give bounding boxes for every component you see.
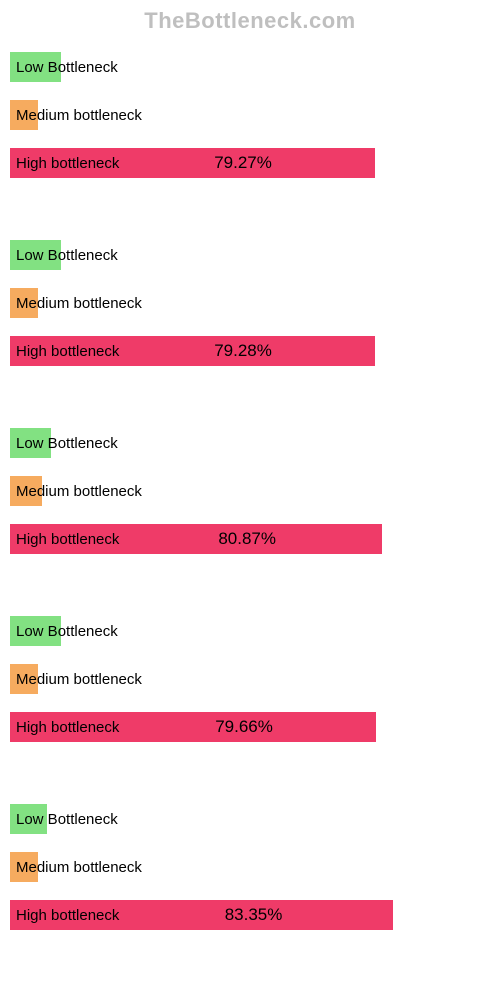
bar-label-medium: Medium bottleneck (16, 483, 142, 500)
chart-group: Low Bottleneck Medium bottleneck High bott… (10, 612, 490, 800)
bar-row-medium: Medium bottleneck (10, 848, 490, 886)
bar-row-medium: Medium bottleneck (10, 284, 490, 322)
bar-row-low: Low Bottleneck (10, 236, 490, 274)
chart-group: Low Bottleneck Medium bottleneck High bott… (10, 48, 490, 236)
bar-value-high: 79.27% (214, 153, 272, 173)
bar-label-low: Low Bottleneck (16, 811, 118, 828)
bar-label-medium: Medium bottleneck (16, 107, 142, 124)
bar-row-high: High bottleneck 80.87% (10, 520, 490, 558)
bottleneck-chart: Low Bottleneck Medium bottleneck High bott… (10, 48, 490, 988)
bar-label-low: Low Bottleneck (16, 623, 118, 640)
bar-row-low: Low Bottleneck (10, 48, 490, 86)
bar-label-high: High bottleneck (16, 343, 119, 360)
bar-row-high: High bottleneck 79.27% (10, 144, 490, 182)
bar-row-medium: Medium bottleneck (10, 660, 490, 698)
bar-value-high: 83.35% (225, 905, 283, 925)
bar-row-high: High bottleneck 79.28% (10, 332, 490, 370)
bar-value-high: 79.28% (214, 341, 272, 361)
bar-label-low: Low Bottleneck (16, 435, 118, 452)
bar-row-low: Low Bottleneck (10, 800, 490, 838)
bar-row-low: Low Bottleneck (10, 424, 490, 462)
bar-label-medium: Medium bottleneck (16, 295, 142, 312)
bar-label-high: High bottleneck (16, 155, 119, 172)
bar-value-high: 79.66% (215, 717, 273, 737)
bar-value-high: 80.87% (218, 529, 276, 549)
watermark-text: TheBottleneck.com (0, 8, 500, 34)
bar-label-high: High bottleneck (16, 719, 119, 736)
bar-row-medium: Medium bottleneck (10, 472, 490, 510)
bar-row-low: Low Bottleneck (10, 612, 490, 650)
bar-row-high: High bottleneck 83.35% (10, 896, 490, 934)
bar-label-high: High bottleneck (16, 531, 119, 548)
bar-label-low: Low Bottleneck (16, 247, 118, 264)
bar-label-high: High bottleneck (16, 907, 119, 924)
chart-group: Low Bottleneck Medium bottleneck High bott… (10, 424, 490, 612)
chart-group: Low Bottleneck Medium bottleneck High bott… (10, 800, 490, 988)
bar-label-low: Low Bottleneck (16, 59, 118, 76)
bar-label-medium: Medium bottleneck (16, 671, 142, 688)
bar-row-medium: Medium bottleneck (10, 96, 490, 134)
bar-label-medium: Medium bottleneck (16, 859, 142, 876)
bar-row-high: High bottleneck 79.66% (10, 708, 490, 746)
chart-group: Low Bottleneck Medium bottleneck High bott… (10, 236, 490, 424)
